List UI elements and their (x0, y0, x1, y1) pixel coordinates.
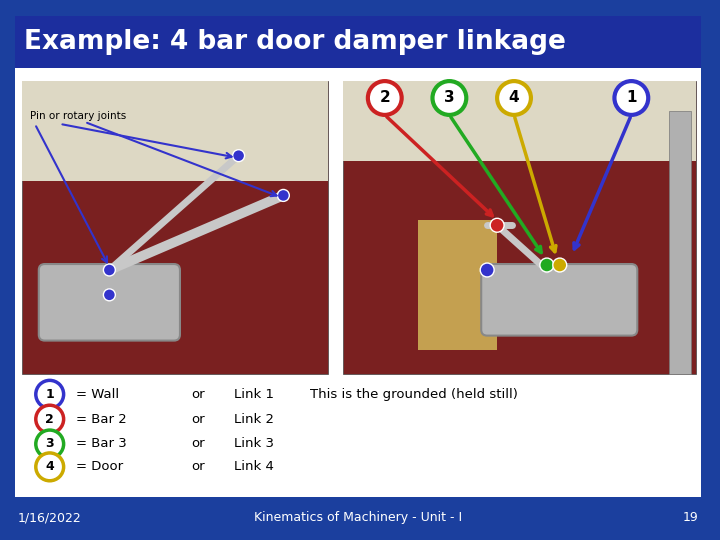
Circle shape (36, 430, 63, 458)
Text: 2: 2 (45, 413, 54, 426)
Text: = Bar 3: = Bar 3 (76, 437, 126, 450)
Text: Example: 4 bar door damper linkage: Example: 4 bar door damper linkage (24, 29, 566, 55)
Text: = Bar 2: = Bar 2 (76, 413, 126, 426)
Text: = Wall: = Wall (76, 388, 119, 401)
Circle shape (277, 190, 289, 201)
Text: Kinematics of Machinery - Unit - I: Kinematics of Machinery - Unit - I (254, 511, 462, 524)
Text: or: or (191, 437, 204, 450)
Text: 3: 3 (45, 437, 54, 450)
Text: 4: 4 (45, 461, 54, 474)
Circle shape (614, 81, 648, 115)
Text: or: or (191, 413, 204, 426)
Bar (15, 17, 701, 68)
Circle shape (368, 81, 402, 115)
Circle shape (104, 264, 115, 276)
Text: or: or (191, 461, 204, 474)
FancyBboxPatch shape (39, 264, 180, 341)
Text: Link 2: Link 2 (234, 413, 274, 426)
Circle shape (36, 380, 63, 408)
Text: 19: 19 (682, 511, 698, 524)
Text: Link 3: Link 3 (234, 437, 274, 450)
Text: 3: 3 (444, 91, 455, 105)
Circle shape (36, 405, 63, 433)
Text: 1: 1 (45, 388, 54, 401)
Text: 2: 2 (379, 91, 390, 105)
Bar (22, 81, 328, 180)
Circle shape (490, 218, 504, 232)
Circle shape (433, 81, 467, 115)
Bar (343, 81, 696, 160)
Bar (418, 220, 497, 349)
Text: Pin or rotary joints: Pin or rotary joints (30, 111, 126, 121)
Text: This is the grounded (held still): This is the grounded (held still) (310, 388, 518, 401)
Circle shape (540, 258, 554, 272)
Text: 1: 1 (626, 91, 636, 105)
Text: Link 1: Link 1 (234, 388, 274, 401)
Circle shape (480, 263, 494, 277)
Circle shape (104, 289, 115, 301)
Text: = Door: = Door (76, 461, 122, 474)
FancyBboxPatch shape (481, 264, 637, 336)
Bar (22, 81, 328, 374)
Circle shape (36, 453, 63, 481)
Bar (0, 497, 716, 538)
Text: 4: 4 (509, 91, 519, 105)
Circle shape (553, 258, 567, 272)
Bar (343, 81, 696, 374)
Circle shape (233, 150, 245, 161)
Text: or: or (191, 388, 204, 401)
Text: 1/16/2022: 1/16/2022 (18, 511, 81, 524)
Text: Link 4: Link 4 (234, 461, 274, 474)
Circle shape (497, 81, 531, 115)
Bar (669, 111, 691, 374)
